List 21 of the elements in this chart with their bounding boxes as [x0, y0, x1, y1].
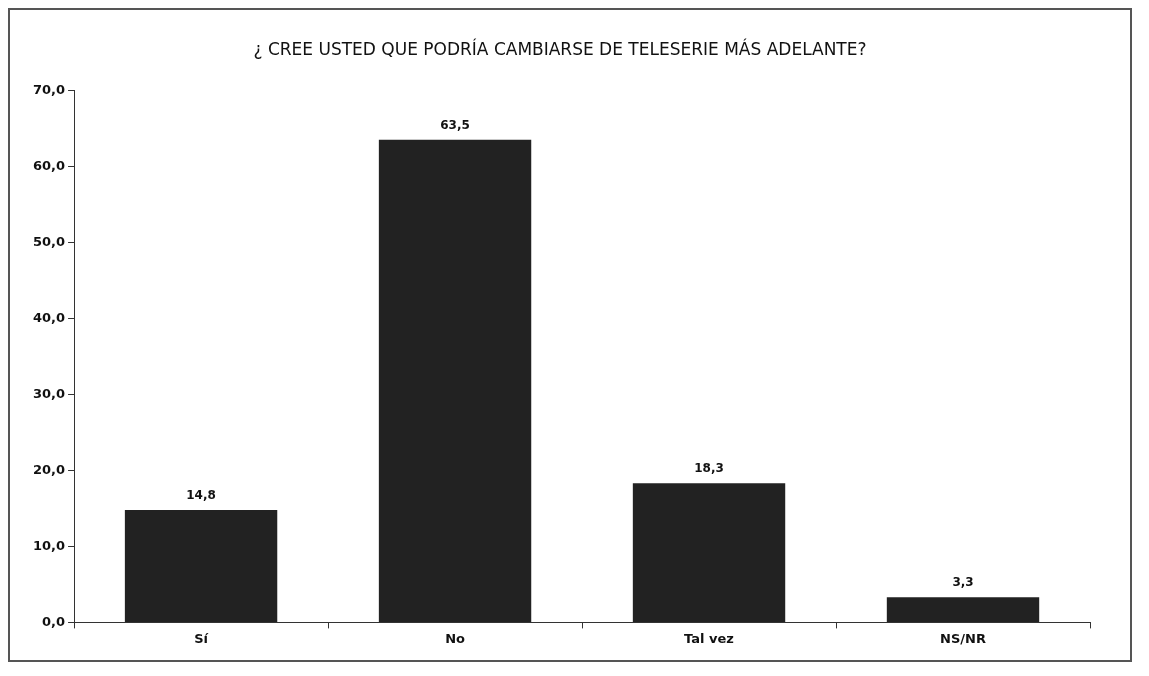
data-label: 3,3 [952, 575, 974, 590]
y-tick-label: 70,0 [33, 81, 66, 97]
x-tick-label: NS/NR [940, 630, 986, 646]
x-tick-label: No [445, 630, 466, 646]
y-tick-label: 20,0 [33, 461, 66, 477]
chart-title: ¿ CREE USTED QUE PODRÍA CAMBIARSE DE TELESERIE MÁS ADELANTE? [253, 37, 867, 59]
y-tick-label: 0,0 [42, 613, 66, 629]
bar [124, 509, 278, 622]
y-tick-label: 50,0 [33, 233, 66, 249]
data-label: 18,3 [694, 461, 724, 476]
bar [886, 597, 1040, 622]
bar [632, 483, 786, 622]
bar [378, 139, 532, 622]
x-tick-label: Sí [194, 630, 210, 646]
data-label: 14,8 [186, 488, 216, 503]
data-label: 63,5 [440, 117, 470, 132]
y-tick-label: 30,0 [33, 385, 66, 401]
x-tick-label: Tal vez [684, 630, 734, 646]
y-tick-label: 60,0 [33, 157, 66, 173]
y-tick-label: 10,0 [33, 537, 66, 553]
y-tick-label: 40,0 [33, 309, 66, 325]
